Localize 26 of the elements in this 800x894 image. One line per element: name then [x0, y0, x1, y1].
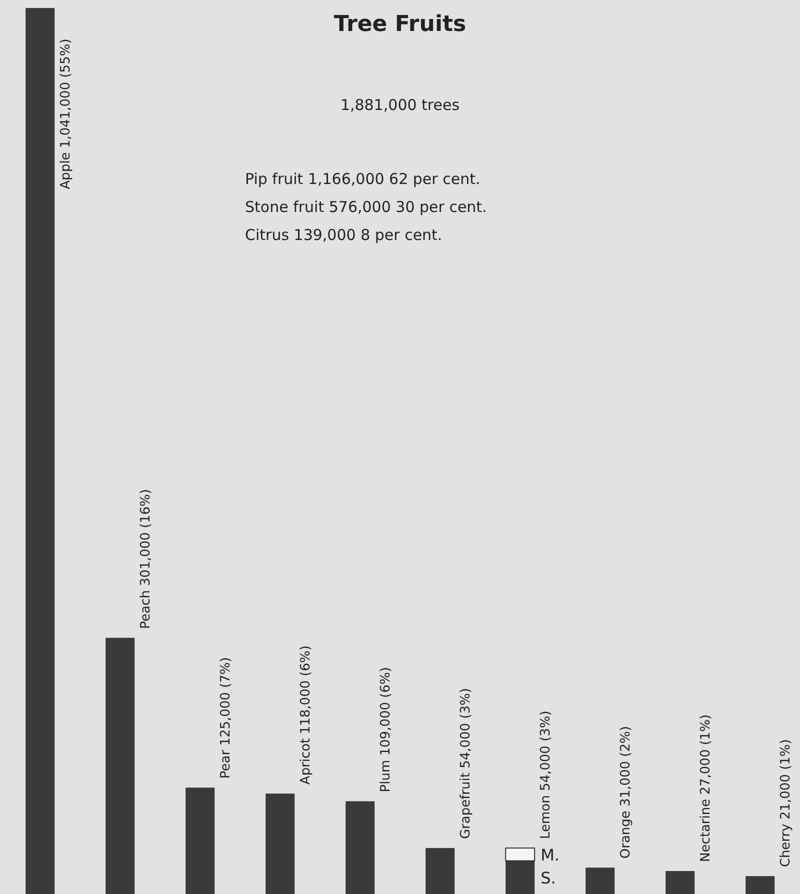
data-label: Apple 1,041,000 (55%) — [58, 38, 74, 190]
data-label: Grapefruit 54,000 (3%) — [458, 688, 474, 840]
annotation: Pip fruit 1,166,000 62 per cent. — [245, 169, 482, 190]
bar — [346, 801, 375, 894]
bar — [746, 876, 775, 894]
annotation: Stone fruit 576,000 30 per cent. — [245, 197, 487, 218]
data-label: Apricot 118,000 (6%) — [298, 645, 314, 785]
series-label: S. — [540, 868, 556, 888]
total-label: Lemon 54,000 (3%) — [538, 710, 554, 840]
data-label: Nectarine 27,000 (1%) — [698, 714, 714, 862]
series-label: M. — [540, 845, 560, 864]
data-label: Orange 31,000 (2%) — [618, 726, 634, 859]
data-label: Plum 109,000 (6%) — [378, 667, 394, 792]
bar — [266, 794, 295, 894]
data-label: Peach 301,000 (16%) — [138, 489, 154, 629]
bar — [186, 788, 215, 894]
bar — [26, 8, 55, 894]
text: 1,881,000 trees — [340, 96, 460, 114]
bar — [586, 868, 615, 894]
bar — [666, 871, 695, 894]
bar — [106, 638, 135, 894]
annotation: Citrus 139,000 8 per cent. — [245, 225, 444, 246]
bar — [426, 848, 455, 894]
data-label: Cherry 21,000 (1%) — [778, 739, 794, 868]
chart-title: Tree Fruits — [332, 12, 468, 37]
data-label: Pear 125,000 (7%) — [218, 657, 234, 779]
